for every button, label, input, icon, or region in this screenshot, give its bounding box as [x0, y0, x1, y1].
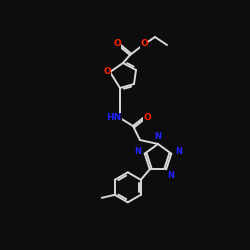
Text: HN: HN: [106, 114, 122, 122]
Text: N: N: [154, 132, 162, 141]
Text: O: O: [113, 40, 121, 48]
Text: N: N: [134, 147, 141, 156]
Text: O: O: [140, 40, 148, 48]
Text: O: O: [103, 68, 111, 76]
Text: N: N: [167, 171, 174, 180]
Text: N: N: [175, 147, 182, 156]
Text: O: O: [143, 114, 151, 122]
